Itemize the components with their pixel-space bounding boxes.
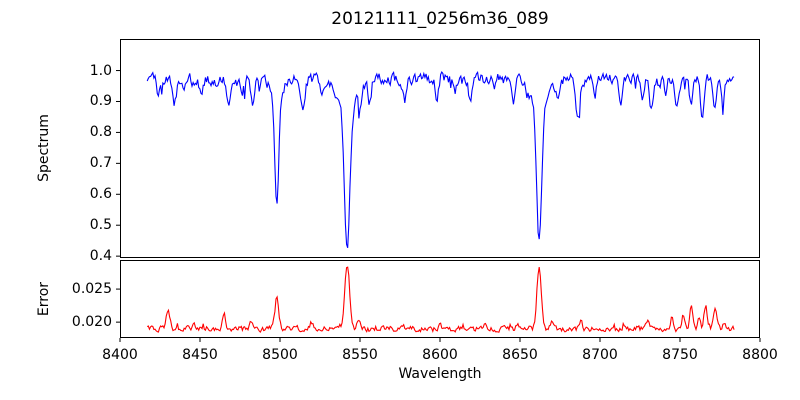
x-tick-label: 8750: [662, 347, 698, 363]
error-ytick-label: 0.025: [71, 281, 112, 298]
error-line: [146, 266, 735, 334]
x-tick-label: 8400: [102, 347, 138, 363]
plot-title: 20121111_0256m36_089: [331, 9, 549, 29]
x-tick-label: 8800: [742, 347, 778, 363]
spectrum-ytick-label: 0.9: [89, 93, 112, 110]
x-tick-label: 8650: [502, 347, 538, 363]
spectrum-ytick-label: 0.7: [89, 155, 112, 172]
spectrum-line: [146, 70, 735, 248]
x-tick-label: 8700: [582, 347, 618, 363]
spectrum-ytick-label: 0.4: [89, 248, 112, 265]
spectrum-ytick-label: 0.6: [89, 186, 112, 203]
x-tick-label: 8550: [342, 347, 378, 363]
spectrum-y-axis-label: Spectrum: [36, 114, 52, 182]
spectrum-ytick-label: 0.8: [89, 124, 112, 141]
x-axis-label: Wavelength: [398, 366, 482, 382]
x-tick-label: 8500: [262, 347, 298, 363]
spectrum-panel: [120, 39, 760, 258]
x-tick-label: 8450: [182, 347, 218, 363]
spectrum-ytick-label: 1.0: [89, 62, 112, 79]
x-tick-label: 8600: [422, 347, 458, 363]
error-ytick-label: 0.020: [71, 314, 112, 331]
error-panel: [120, 260, 760, 338]
error-y-axis-label: Error: [36, 281, 52, 317]
spectrum-ytick-label: 0.5: [89, 217, 112, 234]
